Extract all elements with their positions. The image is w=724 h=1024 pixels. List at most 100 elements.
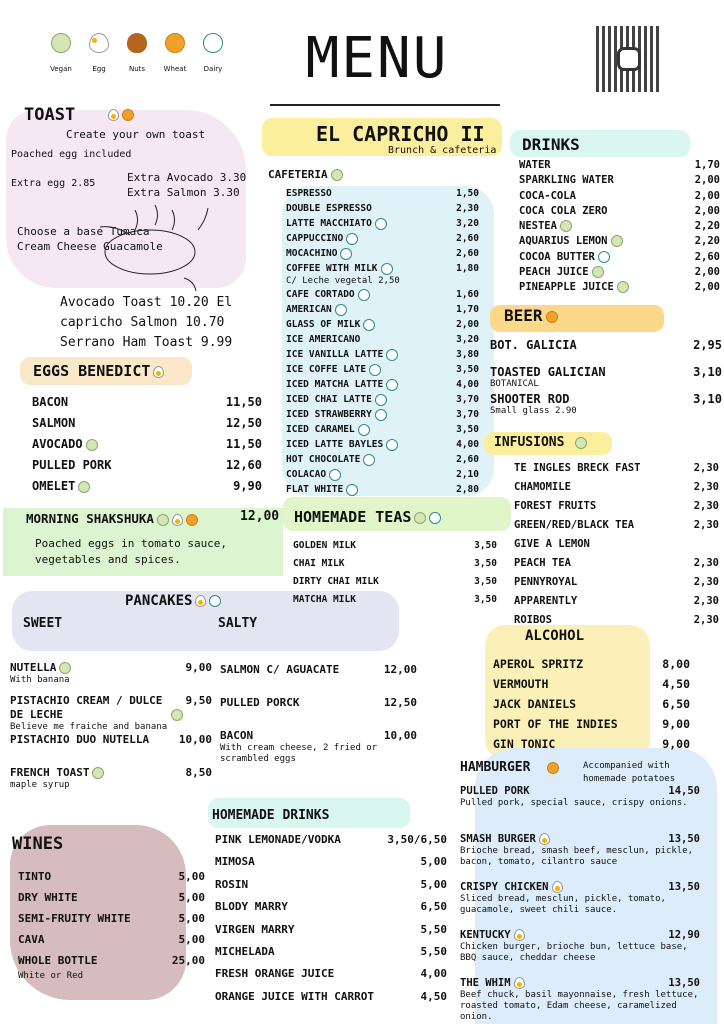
pancakes-sweet: NUTELLA 9,00 With banana PISTACHIO CREAM / … bbox=[10, 661, 212, 799]
item-name: ROIBOS bbox=[514, 614, 552, 626]
item-price: 9,00 bbox=[662, 717, 690, 731]
pancakes-title-text: PANCAKES bbox=[125, 593, 193, 609]
item-name: ICE AMERICANO bbox=[286, 334, 361, 345]
item-name: DRY WHITE bbox=[18, 891, 78, 904]
menu-item: COCOA BUTTER 2,60 bbox=[519, 250, 720, 265]
item-price: 2,00 bbox=[694, 204, 720, 217]
item-name: DOUBLE ESPRESSO bbox=[286, 203, 372, 214]
toast-base-options: Cream Cheese Guacamole bbox=[17, 240, 163, 253]
item-name: TINTO bbox=[18, 870, 52, 883]
allergen-legend: Vegan Egg Nuts Wheat Dairy bbox=[44, 32, 234, 76]
item-name: NUTELLA bbox=[10, 661, 57, 674]
brand-header-background bbox=[262, 118, 502, 156]
item-name: PISTACHIO DUO NUTELLA bbox=[10, 733, 150, 746]
item-price: 9,90 bbox=[233, 479, 262, 493]
legend-label: Vegan bbox=[50, 64, 72, 73]
menu-item: GIN TONIC 9,00 bbox=[493, 734, 690, 754]
item-price: 2,30 bbox=[456, 203, 479, 214]
item-name: PULLED PORCK bbox=[220, 696, 300, 709]
item-name: ICED MATCHA LATTE bbox=[286, 379, 384, 390]
item-name: ORANGE JUICE WITH CARROT bbox=[215, 989, 374, 1003]
menu-item: KENTUCKY 12,90 Chicken burger, brioche bun… bbox=[460, 928, 700, 976]
item-name: GIVE A LEMON bbox=[514, 538, 590, 550]
item-price: 25,00 bbox=[171, 954, 205, 967]
eggs-benedict-items: BACON 11,50 SALMON 12,50 AVOCADO 11,50 PULLED … bbox=[32, 392, 262, 497]
menu-item: BOT. GALICIA 2,95 bbox=[490, 338, 722, 365]
menu-item: PISTACHIO CREAM / DULCE DE LECHE 9,50 Beli… bbox=[10, 694, 212, 733]
item-name: FOREST FRUITS bbox=[514, 500, 597, 512]
item-price: 12,50 bbox=[225, 416, 262, 430]
menu-item: TINTO 5,00 bbox=[18, 866, 205, 887]
item-price: 2,30 bbox=[693, 595, 719, 607]
item-price: 2,10 bbox=[456, 469, 479, 480]
item-description: With cream cheese, 2 fried or scrambled … bbox=[220, 743, 378, 764]
shakshuka-note: Poached eggs in tomato sauce, vegetables… bbox=[35, 537, 228, 566]
item-name: FRENCH TOAST bbox=[10, 766, 90, 779]
dairy-icon bbox=[597, 250, 610, 263]
item-price: 2,30 bbox=[693, 462, 719, 474]
item-price: 2,60 bbox=[456, 233, 479, 244]
wines-items: TINTO 5,00 DRY WHITE 5,00 SEMI-FRUITY WHITE 5… bbox=[18, 866, 205, 982]
item-price: 12,50 bbox=[383, 696, 417, 709]
menu-item: CAPPUCCINO 2,60 bbox=[286, 231, 479, 246]
item-price: 2,30 bbox=[693, 481, 719, 493]
item-name: APEROL SPRITZ bbox=[493, 657, 584, 671]
cafeteria-title: CAFETERIA bbox=[268, 168, 343, 181]
vegan-icon bbox=[59, 662, 72, 674]
item-description: Pulled pork, special sauce, crispy onion… bbox=[460, 798, 688, 808]
item-price: 2,00 bbox=[456, 319, 479, 330]
teas-items: GOLDEN MILK 3,50 CHAI MILK 3,50 DIRTY CHAI M… bbox=[293, 537, 497, 609]
item-price: 11,50 bbox=[225, 437, 262, 451]
menu-item: FLAT WHITE 2,80 bbox=[286, 482, 479, 497]
item-name: GLASS OF MILK bbox=[286, 319, 361, 330]
shakshuka-title-text: MORNING SHAKSHUKA bbox=[26, 511, 154, 526]
item-description: maple syrup bbox=[10, 780, 70, 790]
item-price: 5,00 bbox=[420, 855, 448, 869]
menu-item: FOREST FRUITS 2,30 bbox=[514, 497, 719, 516]
dairy-icon bbox=[209, 595, 222, 607]
item-name: MIMOSA bbox=[215, 855, 255, 869]
menu-item: FRESH ORANGE JUICE 4,00 bbox=[215, 967, 447, 989]
menu-item: COLACAO 2,10 bbox=[286, 467, 479, 482]
menu-item: BACON 11,50 bbox=[32, 392, 262, 413]
menu-item: TOASTED GALICIAN 3,10 BOTANICAL bbox=[490, 365, 722, 392]
menu-item: OMELET 9,90 bbox=[32, 476, 262, 497]
item-price: 2,20 bbox=[694, 235, 720, 248]
wheat-icon bbox=[122, 109, 135, 121]
menu-item: SALMON 12,50 bbox=[32, 413, 262, 434]
homemade-drinks-title: HOMEMADE DRINKS bbox=[212, 808, 330, 823]
vegan-icon bbox=[170, 709, 183, 721]
item-price: 5,00 bbox=[178, 870, 206, 883]
item-price: 12,00 bbox=[383, 663, 417, 676]
egg-icon bbox=[513, 977, 525, 989]
item-price: 4,00 bbox=[420, 967, 448, 981]
dairy-icon bbox=[329, 468, 342, 481]
menu-item: ICED MATCHA LATTE 4,00 bbox=[286, 377, 479, 392]
item-price: 2,00 bbox=[694, 174, 720, 187]
shakshuka-title: MORNING SHAKSHUKA bbox=[26, 511, 198, 526]
item-name: BACON bbox=[32, 395, 69, 409]
menu-item: DOUBLE ESPRESSO 2,30 bbox=[286, 201, 479, 216]
hamburger-items: PULLED PORK 14,50 Pulled pork, special sau… bbox=[460, 784, 700, 1024]
menu-item: DIRTY CHAI MILK 3,50 bbox=[293, 573, 497, 591]
item-name: MOCACHINO bbox=[286, 248, 338, 259]
wheat-icon bbox=[547, 761, 560, 774]
dairy-icon bbox=[374, 408, 387, 421]
cafeteria-items: ESPRESSO 1,50 DOUBLE ESPRESSO 2,30 LATTE MAC… bbox=[286, 186, 479, 497]
item-price: 5,00 bbox=[178, 891, 206, 904]
item-name: AQUARIUS LEMON bbox=[519, 235, 608, 248]
page-title: MENU bbox=[305, 26, 449, 91]
item-name: CAFE CORTADO bbox=[286, 289, 355, 300]
legend-label: Nuts bbox=[128, 64, 146, 73]
item-name: DIRTY CHAI MILK bbox=[293, 576, 379, 587]
menu-item: SMASH BURGER 13,50 Brioche bread, smash be… bbox=[460, 832, 700, 880]
instagram-icon bbox=[617, 47, 641, 71]
dairy-icon bbox=[357, 423, 370, 436]
item-price: 2,30 bbox=[693, 614, 719, 626]
item-name: ICED CARAMEL bbox=[286, 424, 355, 435]
menu-item: ICED LATTE BAYLES 4,00 bbox=[286, 437, 479, 452]
toast-item: capricho Salmon 10.70 bbox=[60, 315, 225, 330]
item-price: 3,80 bbox=[456, 349, 479, 360]
item-price: 1,50 bbox=[456, 188, 479, 199]
toast-extra-egg: Extra egg 2.85 bbox=[11, 178, 96, 189]
